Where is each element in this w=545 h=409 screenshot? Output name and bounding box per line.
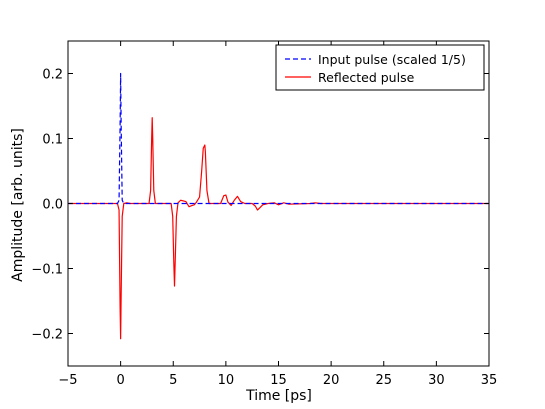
legend-label-input-pulse: Input pulse (scaled 1/5) (318, 52, 466, 67)
x-tick-label: 15 (270, 373, 287, 388)
x-tick-label: 35 (481, 373, 498, 388)
y-axis-label: Amplitude [arb. units] (10, 128, 26, 282)
legend: Input pulse (scaled 1/5) Reflected pulse (275, 44, 485, 91)
legend-label-reflected-pulse: Reflected pulse (318, 70, 415, 85)
x-tick-label: 25 (375, 373, 392, 388)
series-group (68, 72, 489, 340)
x-tick-label: 0 (116, 373, 124, 388)
y-tick-label: −0.1 (31, 263, 63, 278)
x-tick-label: 30 (428, 373, 445, 388)
x-tick-label: 5 (169, 373, 177, 388)
y-tick-label: −0.2 (31, 328, 63, 343)
series-line-reflected-pulse (68, 117, 489, 340)
x-tick-label: 20 (323, 373, 340, 388)
y-tick-label: 0.2 (42, 68, 63, 83)
y-tick-label: 0.0 (42, 198, 63, 213)
x-tick-label: −5 (58, 373, 77, 388)
legend-box (275, 44, 485, 91)
plot-area (67, 40, 490, 367)
x-axis-label: Time [ps] (245, 388, 312, 404)
tick-labels: −5 0 5 10 15 20 25 30 35 −0.2 −0.1 0.0 0.1 0.2 (31, 68, 497, 389)
x-tick-label: 10 (218, 373, 235, 388)
y-tick-label: 0.1 (42, 133, 63, 148)
series-line-input-pulse (68, 72, 489, 205)
